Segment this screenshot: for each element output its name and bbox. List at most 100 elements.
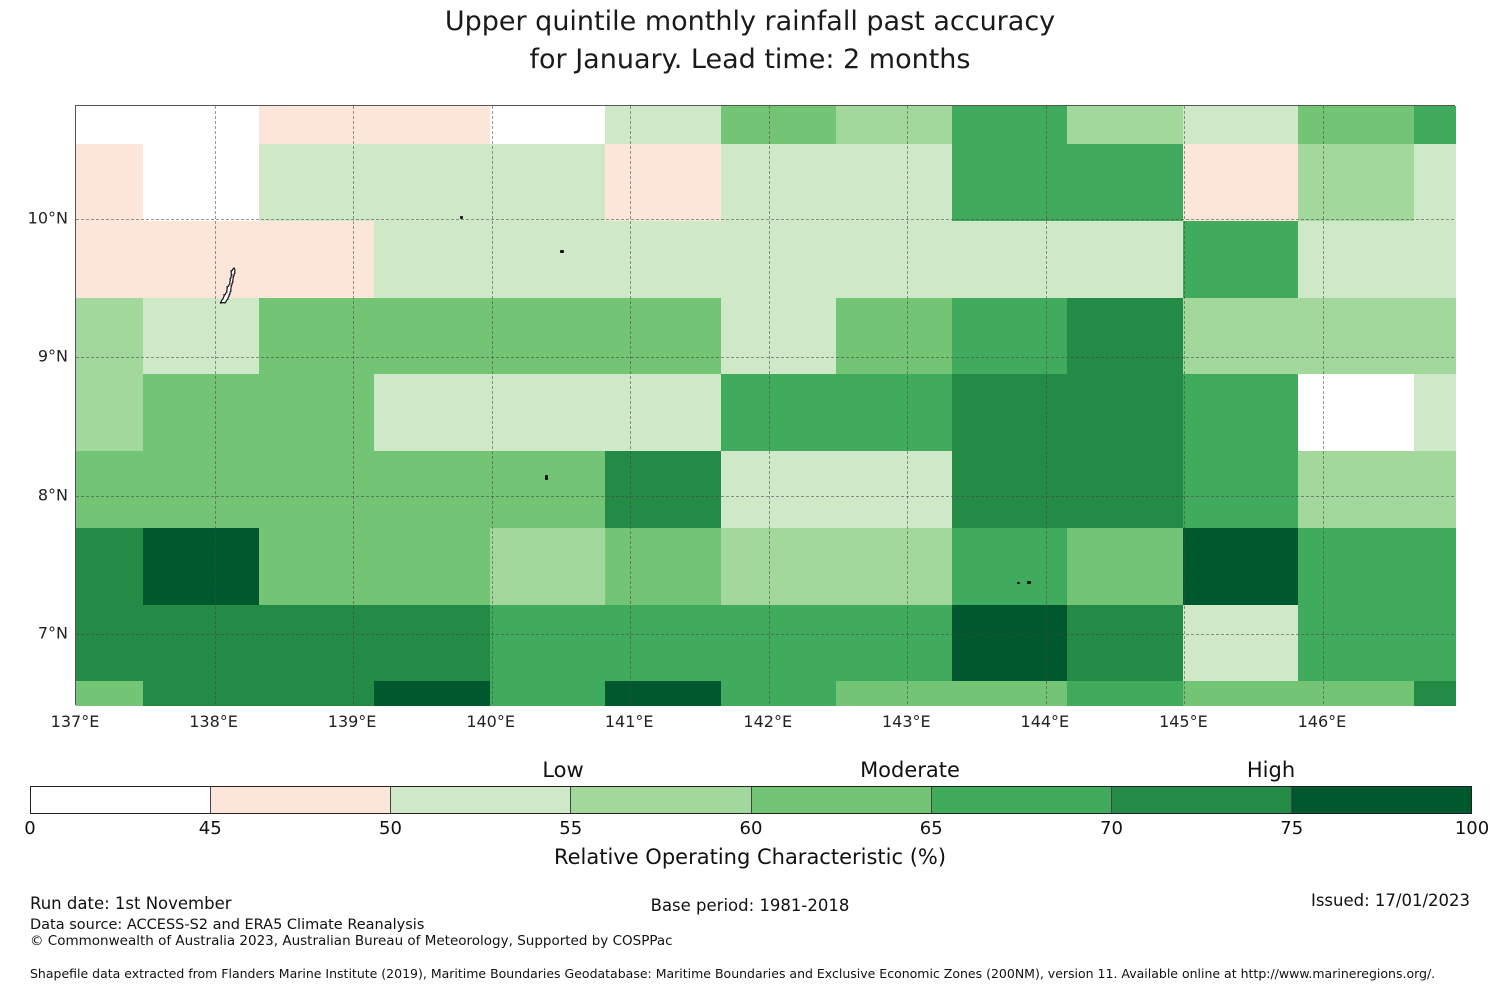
heatmap-cell [1067, 604, 1183, 681]
heatmap-cell [1413, 681, 1456, 706]
heatmap-cell [1182, 144, 1298, 221]
heatmap-cell [143, 220, 259, 298]
heatmap-cell [1067, 374, 1183, 451]
heatmap-cell [1067, 527, 1183, 605]
heatmap-cell [1067, 106, 1183, 144]
heatmap-cell [76, 527, 143, 605]
heatmap-cell [489, 106, 605, 144]
longitude-gridline [491, 106, 493, 704]
heatmap-cell [605, 106, 721, 144]
y-tick-label: 10°N [27, 208, 68, 227]
heatmap-cell [836, 604, 952, 681]
longitude-gridline [214, 106, 216, 704]
longitude-gridline [1322, 106, 1324, 704]
heatmap-cell [1182, 681, 1298, 706]
heatmap-cell [836, 527, 952, 605]
longitude-gridline [768, 106, 770, 704]
heatmap-cell [489, 681, 605, 706]
heatmap-cell [258, 106, 374, 144]
islet-mark [1027, 581, 1031, 584]
colorbar-tick-label: 70 [1100, 818, 1123, 839]
heatmap-cell [836, 106, 952, 144]
heatmap-cell [374, 106, 490, 144]
heatmap-cell [1067, 681, 1183, 706]
x-tick-label: 140°E [466, 712, 515, 731]
x-tick-label: 142°E [743, 712, 793, 731]
heatmap-cell [1182, 374, 1298, 451]
heatmap-cell [720, 604, 836, 681]
heatmap-cell [836, 681, 952, 706]
heatmap-cell [374, 451, 490, 528]
heatmap-cell [1182, 604, 1298, 681]
heatmap-cell [951, 681, 1067, 706]
footer-run-date: Run date: 1st November [30, 894, 232, 913]
heatmap-cell [76, 681, 143, 706]
heatmap-cell [1067, 297, 1183, 374]
heatmap-cell [1413, 297, 1456, 374]
heatmap-cell [76, 604, 143, 681]
heatmap-cell [1413, 220, 1456, 298]
heatmap-cell [258, 527, 374, 605]
heatmap-cell [1413, 144, 1456, 221]
heatmap-cell [836, 144, 952, 221]
heatmap-cell [374, 374, 490, 451]
colorbar-tick-label: 60 [739, 818, 763, 839]
heatmap-cell [720, 106, 836, 144]
colorbar-tick-label: 55 [559, 818, 583, 839]
colorbar-segment-45-50 [211, 787, 392, 813]
heatmap-cell [258, 144, 374, 221]
footer-issued-date: Issued: 17/01/2023 [1310, 891, 1470, 910]
heatmap-cell [836, 451, 952, 528]
colorbar-caption-moderate: Moderate [860, 758, 960, 782]
y-tick-label: 9°N [37, 346, 68, 366]
heatmap-cell [720, 220, 836, 298]
heatmap-cell [605, 297, 721, 374]
footer-data-source: Data source: ACCESS-S2 and ERA5 Climate … [30, 917, 425, 933]
y-tick-label: 8°N [37, 485, 68, 504]
heatmap-cell [143, 451, 259, 528]
heatmap-cell [143, 297, 259, 374]
islet-mark [1017, 582, 1020, 584]
longitude-gridline [1045, 106, 1047, 704]
heatmap-cell [1413, 527, 1456, 605]
heatmap-cell [720, 297, 836, 374]
heatmap-cell [605, 604, 721, 681]
heatmap-cell [1298, 106, 1414, 144]
heatmap-cell [605, 144, 721, 221]
heatmap-cell [143, 106, 259, 144]
x-tick-label: 137°E [50, 712, 100, 731]
heatmap-cell [836, 220, 952, 298]
palau-island-outline [219, 267, 236, 304]
heatmap-cell [258, 297, 374, 374]
colorbar-segment-70-75 [1111, 787, 1292, 813]
colorbar [30, 786, 1472, 814]
footer-base-period: Base period: 1981-2018 [650, 896, 850, 915]
heatmap-cell [720, 144, 836, 221]
heatmap-cell [374, 297, 490, 374]
islet-mark [545, 475, 548, 480]
longitude-gridline [353, 106, 355, 704]
heatmap-cell [951, 527, 1067, 605]
heatmap-cell [951, 374, 1067, 451]
heatmap-cell [143, 374, 259, 451]
heatmap-cell [374, 527, 490, 605]
heatmap-cell [836, 374, 952, 451]
colorbar-caption-low: Low [542, 758, 584, 782]
heatmap-cell [1298, 374, 1414, 451]
colorbar-segment-65-70 [931, 787, 1112, 813]
heatmap-cell [143, 144, 259, 221]
heatmap-cell [258, 374, 374, 451]
heatmap-cell [1298, 220, 1414, 298]
heatmap-cell [374, 144, 490, 221]
longitude-gridline [1184, 106, 1186, 704]
heatmap-cell [951, 604, 1067, 681]
heatmap-cell [720, 451, 836, 528]
heatmap-cell [720, 374, 836, 451]
longitude-gridline [630, 106, 632, 704]
colorbar-title: Relative Operating Characteristic (%) [553, 845, 947, 869]
heatmap-cell [76, 106, 143, 144]
colorbar-tick-label: 75 [1280, 818, 1304, 839]
colorbar-caption-high: High [1246, 758, 1296, 782]
heatmap-cell [489, 374, 605, 451]
heatmap-cell [1298, 604, 1414, 681]
